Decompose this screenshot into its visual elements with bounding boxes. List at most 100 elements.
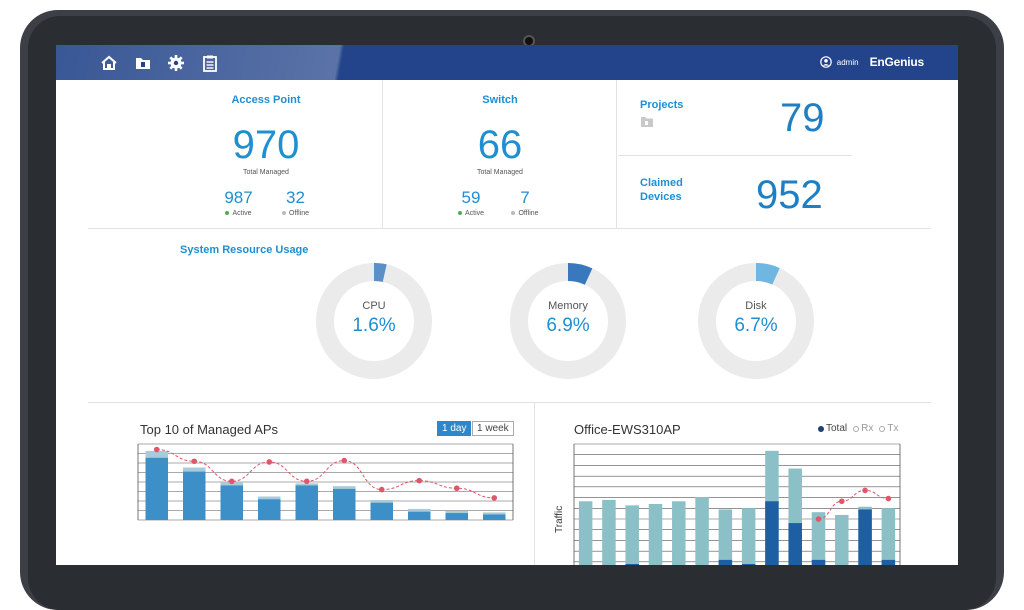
resource-donuts xyxy=(316,263,814,379)
access-point-total: 970 xyxy=(232,123,300,167)
user-name: admin xyxy=(836,57,859,67)
trend-point[interactable] xyxy=(266,459,273,465)
divider xyxy=(88,402,931,403)
top-nav-bar: admin EnGenius xyxy=(56,45,958,80)
bar-lower[interactable] xyxy=(220,485,244,520)
one-day-button[interactable]: 1 day xyxy=(437,421,472,436)
bar-lower[interactable] xyxy=(625,564,639,565)
bar-upper[interactable] xyxy=(695,497,709,565)
legend-tx[interactable]: Tx xyxy=(879,423,898,434)
divider xyxy=(534,402,535,565)
access-point-total-label: Total Managed xyxy=(243,169,289,176)
trend-point[interactable] xyxy=(153,446,160,453)
bar-upper[interactable] xyxy=(881,508,896,565)
legend-rx-swatch xyxy=(853,425,860,432)
access-point-offline: 32 xyxy=(286,188,305,207)
trend-point[interactable] xyxy=(228,478,235,485)
offline-dot xyxy=(511,211,516,216)
switch-total: 66 xyxy=(477,123,523,167)
legend-tx-swatch xyxy=(879,425,886,432)
bar-lower[interactable] xyxy=(718,559,733,565)
access-point-active-label: Active xyxy=(211,210,266,217)
trend-point[interactable] xyxy=(416,477,423,484)
bar-upper[interactable] xyxy=(741,508,756,565)
clipboard-icon[interactable] xyxy=(201,54,219,72)
bar-upper[interactable] xyxy=(718,509,733,565)
bar-lower[interactable] xyxy=(858,509,872,565)
dashboard-screen: admin EnGenius Access Point 970 Total Ma… xyxy=(56,45,958,565)
bar-upper[interactable] xyxy=(648,504,663,565)
home-icon[interactable] xyxy=(100,54,118,72)
trend-line xyxy=(818,489,889,520)
cpu-value: 1.6% xyxy=(352,315,396,336)
access-point-offline-label: Offline xyxy=(268,210,323,217)
donut-arc-memory xyxy=(567,263,593,285)
bar-lower[interactable] xyxy=(258,499,281,520)
bar-upper[interactable] xyxy=(835,514,849,565)
bar-upper[interactable] xyxy=(625,505,639,565)
bar-upper[interactable] xyxy=(578,501,593,565)
folder-icon xyxy=(641,117,653,127)
disk-label: Disk xyxy=(745,300,767,312)
bar-lower[interactable] xyxy=(183,471,206,520)
divider xyxy=(88,228,931,229)
legend-rx[interactable]: Rx xyxy=(853,423,873,434)
trend-point[interactable] xyxy=(191,458,198,465)
folder-icon[interactable] xyxy=(134,54,152,72)
switch-offline: 7 xyxy=(520,188,530,207)
projects-title: Projects xyxy=(640,99,684,111)
trend-point[interactable] xyxy=(815,516,822,522)
switch-total-label: Total Managed xyxy=(477,169,523,176)
user-icon xyxy=(819,56,832,68)
bar-lower[interactable] xyxy=(741,564,756,565)
bar-lower[interactable] xyxy=(765,501,779,565)
topbar-glare xyxy=(56,45,456,80)
bar-lower[interactable] xyxy=(370,502,394,520)
bar-upper[interactable] xyxy=(602,499,616,565)
top-aps-chart xyxy=(137,443,514,521)
donut-arc-disk xyxy=(755,263,780,285)
trend-point[interactable] xyxy=(862,487,868,494)
bar-lower[interactable] xyxy=(295,485,319,520)
switch-title: Switch xyxy=(482,94,518,106)
bar-upper[interactable] xyxy=(672,501,686,565)
trend-point[interactable] xyxy=(303,478,310,485)
bar-lower[interactable] xyxy=(445,513,469,520)
bar-lower[interactable] xyxy=(788,523,802,565)
access-point-title: Access Point xyxy=(231,94,301,106)
trend-point[interactable] xyxy=(341,457,348,464)
trend-point[interactable] xyxy=(838,498,845,505)
access-point-active: 987 xyxy=(224,188,253,207)
offline-dot xyxy=(281,211,286,216)
switch-active: 59 xyxy=(461,188,481,207)
active-dot xyxy=(225,211,230,216)
trend-point[interactable] xyxy=(453,485,460,492)
memory-value: 6.9% xyxy=(546,315,590,336)
legend-total-swatch xyxy=(818,425,824,432)
trend-point[interactable] xyxy=(885,495,892,502)
divider xyxy=(616,80,617,228)
trend-line xyxy=(156,449,495,499)
office-chart xyxy=(573,443,901,565)
gear-icon[interactable] xyxy=(167,54,185,72)
bar-lower[interactable] xyxy=(483,514,506,520)
bar-lower[interactable] xyxy=(145,457,169,520)
trend-point[interactable] xyxy=(378,486,385,493)
one-week-button[interactable]: 1 week xyxy=(472,421,514,436)
cpu-label: CPU xyxy=(362,300,386,312)
switch-offline-label: Offline xyxy=(500,210,550,217)
claimed-devices-title: Claimed Devices xyxy=(640,177,683,203)
bar-lower[interactable] xyxy=(333,488,356,520)
divider xyxy=(382,80,383,228)
trend-point[interactable] xyxy=(491,495,498,501)
projects-value: 79 xyxy=(780,96,825,140)
divider xyxy=(618,155,852,156)
user-area[interactable]: admin EnGenius xyxy=(819,55,924,69)
claimed-devices-value: 952 xyxy=(756,173,823,217)
bar-lower[interactable] xyxy=(811,559,826,565)
legend-total[interactable]: Total xyxy=(818,423,847,434)
bar-upper[interactable] xyxy=(811,512,826,565)
disk-value: 6.7% xyxy=(734,315,778,336)
bar-lower[interactable] xyxy=(881,559,896,565)
bar-lower[interactable] xyxy=(408,511,431,520)
